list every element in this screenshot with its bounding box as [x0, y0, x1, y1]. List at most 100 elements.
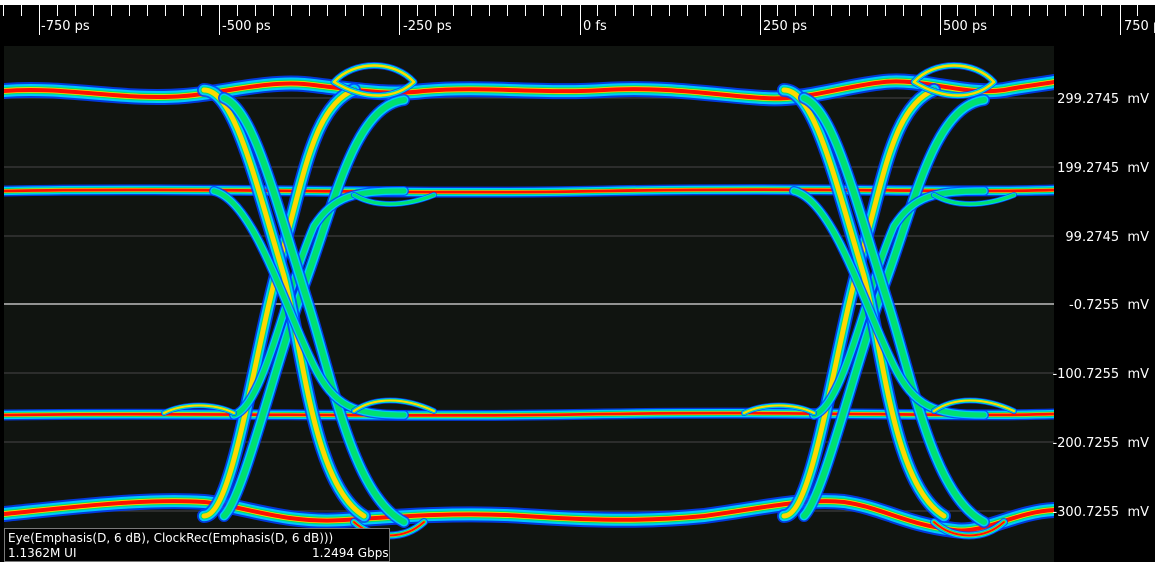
eye-overshoot-loop-right	[932, 399, 1016, 413]
time-minor-tick	[543, 5, 544, 16]
time-minor-tick	[1047, 5, 1048, 16]
time-minor-tick	[75, 5, 76, 16]
time-minor-tick	[1065, 5, 1066, 16]
time-minor-tick	[489, 5, 490, 16]
eye-falling-transition-right	[781, 87, 947, 519]
eye-overshoot-loop-left	[332, 64, 416, 97]
waveform-title: Eye(Emphasis(D, 6 dB), ClockRec(Emphasis…	[8, 531, 334, 545]
time-minor-tick	[831, 5, 832, 16]
eye-overshoot-loop-right	[742, 404, 816, 415]
time-minor-tick	[1083, 5, 1084, 16]
time-minor-tick	[597, 5, 598, 16]
time-minor-tick	[885, 5, 886, 16]
time-minor-tick	[417, 5, 418, 16]
time-minor-tick	[867, 5, 868, 16]
time-minor-tick	[327, 5, 328, 16]
time-label-zero: 0 fs	[583, 19, 607, 34]
eye-overshoot-loop-right	[932, 193, 1016, 206]
time-minor-tick	[57, 5, 58, 16]
eye-overshoot-loop-left	[162, 404, 236, 415]
eye-overshoot-loop-left	[352, 193, 436, 206]
time-minor-tick	[777, 5, 778, 16]
time-minor-tick	[201, 5, 202, 16]
time-minor-tick	[687, 5, 688, 16]
time-major-tick	[580, 5, 581, 35]
time-minor-tick	[435, 5, 436, 16]
time-minor-tick	[903, 5, 904, 16]
time-minor-tick	[471, 5, 472, 16]
time-major-tick	[219, 5, 220, 35]
time-label-neg750: -750 ps	[41, 19, 90, 34]
time-minor-tick	[381, 5, 382, 16]
time-minor-tick	[795, 5, 796, 16]
time-minor-tick	[111, 5, 112, 16]
voltage-label-299: 299.2745 mV	[1057, 92, 1149, 107]
eye-falling-transition-left	[201, 87, 367, 519]
time-minor-tick	[957, 5, 958, 16]
eye-falling-transition-left	[221, 95, 407, 525]
time-label-500: 500 ps	[943, 19, 987, 34]
eye-overshoot-loop-right	[912, 64, 996, 97]
time-label-neg500: -500 ps	[222, 19, 271, 34]
voltage-label-neg300: -300.7255 mV	[1052, 505, 1149, 520]
time-minor-tick	[273, 5, 274, 16]
time-minor-tick	[21, 5, 22, 16]
time-minor-tick	[633, 5, 634, 16]
voltage-label-199: 199.2745 mV	[1057, 161, 1149, 176]
time-minor-tick	[1011, 5, 1012, 16]
time-major-tick	[760, 5, 761, 35]
time-minor-tick	[705, 5, 706, 16]
time-minor-tick	[651, 5, 652, 16]
time-minor-tick	[129, 5, 130, 16]
time-minor-tick	[741, 5, 742, 16]
waveform-info-box[interactable]: Eye(Emphasis(D, 6 dB), ClockRec(Emphasis…	[4, 528, 390, 562]
time-minor-tick	[453, 5, 454, 16]
time-minor-tick	[237, 5, 238, 16]
time-minor-tick	[183, 5, 184, 16]
time-minor-tick	[309, 5, 310, 16]
voltage-axis[interactable]: 299.2745 mV 199.2745 mV 99.2745 mV -0.72…	[1052, 46, 1155, 562]
voltage-label-neg100: -100.7255 mV	[1052, 367, 1149, 382]
time-minor-tick	[525, 5, 526, 16]
time-minor-tick	[849, 5, 850, 16]
time-major-tick	[39, 5, 40, 35]
time-ruler[interactable]: -750 ps -500 ps -250 ps 0 fs 250 ps 500 …	[0, 0, 1155, 46]
eye-falling-transition-right	[801, 95, 987, 525]
time-minor-tick	[147, 5, 148, 16]
time-minor-tick	[1029, 5, 1030, 16]
eye-level-lower-band	[4, 411, 1054, 417]
time-minor-tick	[993, 5, 994, 16]
time-minor-tick	[723, 5, 724, 16]
eye-traces	[4, 62, 1054, 540]
time-minor-tick	[291, 5, 292, 16]
eye-level-bottom-band	[4, 499, 1054, 533]
time-minor-tick	[561, 5, 562, 16]
time-minor-tick	[669, 5, 670, 16]
voltage-label-zero: -0.7255 mV	[1069, 298, 1149, 313]
time-major-tick	[1120, 5, 1121, 35]
time-label-750: 750 ps	[1124, 19, 1155, 34]
time-minor-tick	[507, 5, 508, 16]
time-major-tick	[940, 5, 941, 35]
time-label-250: 250 ps	[763, 19, 807, 34]
time-minor-tick	[975, 5, 976, 16]
time-minor-tick	[363, 5, 364, 16]
time-minor-tick	[345, 5, 346, 16]
time-label-neg250: -250 ps	[403, 19, 452, 34]
time-minor-tick	[3, 5, 4, 16]
voltage-label-neg200: -200.7255 mV	[1052, 436, 1149, 451]
time-minor-tick	[165, 5, 166, 16]
time-ruler-baseline	[0, 0, 1155, 5]
eye-diagram-plot[interactable]	[4, 46, 1054, 562]
time-major-tick	[399, 5, 400, 35]
time-minor-tick	[615, 5, 616, 16]
eye-overshoot-loop-right	[933, 521, 1005, 537]
time-minor-tick	[255, 5, 256, 16]
bitrate: 1.2494 Gbps	[312, 546, 389, 560]
voltage-label-99: 99.2745 mV	[1065, 230, 1149, 245]
time-minor-tick	[93, 5, 94, 16]
eye-diagram-canvas	[4, 46, 1054, 562]
eye-overshoot-loop-left	[352, 399, 436, 413]
eye-rising-transition-left	[231, 188, 407, 418]
time-minor-tick	[813, 5, 814, 16]
